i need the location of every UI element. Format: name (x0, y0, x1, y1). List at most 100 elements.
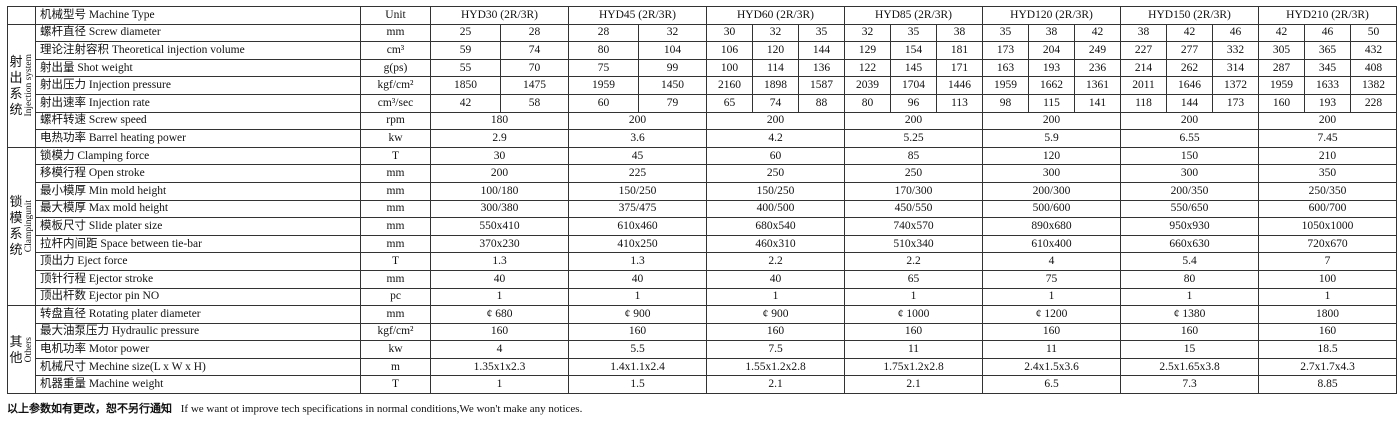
section-label-cn: 射出系统 (9, 53, 23, 117)
value-cell: 193 (1304, 93, 1352, 113)
value-cell: 100 (706, 58, 753, 78)
table-row: 电热功率 Barrel heating power kw 2.9 3.6 4.2 5.25… (8, 129, 1398, 148)
value-cell: 65 (706, 93, 753, 113)
value-cell: ¢ 900 (705, 305, 846, 324)
value-cell: 890x680 (982, 217, 1122, 236)
value-cell: 365 (1304, 41, 1352, 60)
value-cell: 74 (500, 41, 569, 60)
value-cell: 4.2 (705, 129, 846, 148)
value-cell: 200 (430, 164, 569, 183)
value-cell: 58 (500, 93, 569, 113)
value-cell: 287 (1258, 58, 1306, 78)
value-cell: 163 (982, 58, 1030, 78)
unit-cell: mm (360, 23, 431, 43)
value-cell: 200 (568, 111, 707, 131)
value-cell: ¢ 680 (430, 305, 569, 324)
value-cell: 40 (568, 269, 707, 289)
table-row: 螺杆转速 Screw speed rpm 180 200 200 200 200 200 200 (8, 111, 1398, 131)
value-cell: 170/300 (844, 181, 984, 201)
value-cell: 160 (1258, 93, 1306, 113)
value-cell: 38 (1028, 23, 1076, 43)
value-cell: 2160 (706, 76, 753, 95)
value-cell: 171 (936, 58, 984, 78)
param-label: 移模行程 Open stroke (35, 164, 361, 183)
table-row: 其他 Others 转盘直径 Rotating plater diameter mm ¢… (7, 305, 1398, 395)
value-cell: 1850 (430, 76, 501, 95)
unit-cell: pc (360, 287, 431, 307)
value-cell: 160 (1120, 322, 1260, 342)
value-cell: 200 (705, 111, 846, 131)
value-cell: 38 (1120, 23, 1168, 43)
param-label: 顶针行程 Ejector stroke (35, 269, 361, 289)
value-cell: 59 (430, 41, 501, 60)
value-cell: 2.9 (430, 129, 569, 148)
value-cell: 35 (982, 23, 1030, 43)
value-cell: 46 (1212, 23, 1260, 43)
value-cell: 45 (568, 146, 707, 166)
value-cell: 35 (890, 23, 938, 43)
table-row: 模板尺寸 Slide plater size mm 550x410 610x460 68… (8, 217, 1398, 236)
value-cell: 173 (982, 41, 1030, 60)
value-cell: 136 (797, 58, 846, 78)
value-cell: 305 (1258, 41, 1306, 60)
spec-table: 机械型号 Machine Type Unit HYD30 (2R/3R) HYD… (7, 6, 1398, 395)
table-row: 最大油泵压力 Hydraulic pressure kgf/cm² 160 160 16… (8, 322, 1398, 342)
value-cell: 2.7x1.7x4.3 (1258, 357, 1398, 377)
unit-cell: mm (360, 181, 431, 201)
param-label: 机械尺寸 Mechine size(L x W x H) (35, 357, 361, 377)
value-cell: 200/300 (982, 181, 1122, 201)
value-cell: 6.55 (1120, 129, 1260, 148)
unit-cell: mm (360, 164, 431, 183)
param-label: 射出速率 Injection rate (35, 93, 361, 113)
value-cell: 236 (1074, 58, 1122, 78)
value-cell: 5.9 (982, 129, 1122, 148)
unit-cell: mm (360, 269, 431, 289)
value-cell: 1 (705, 287, 846, 307)
value-cell: 300 (982, 164, 1122, 183)
table-row: 理论注射容积 Theoretical injection volume cm³ 59… (8, 41, 1398, 60)
header-model: HYD210 (2R/3R) (1258, 6, 1398, 25)
value-cell: 1 (1258, 287, 1398, 307)
value-cell: 2.2 (705, 252, 846, 271)
value-cell: 46 (1304, 23, 1352, 43)
value-cell: 1.4x1.1x2.4 (568, 357, 707, 377)
value-cell: 30 (430, 146, 569, 166)
footnote: 以上参数如有更改，恕不另行通知 If we want ot improve te… (7, 400, 582, 416)
value-cell: 660x630 (1120, 234, 1260, 254)
value-cell: 118 (1120, 93, 1168, 113)
unit-cell: m (360, 357, 431, 377)
value-cell: 144 (797, 41, 846, 60)
value-cell: 32 (752, 23, 799, 43)
header-model: HYD30 (2R/3R) (430, 6, 569, 25)
value-cell: 129 (844, 41, 892, 60)
unit-cell: g(ps) (360, 58, 431, 78)
table-row: 最小模厚 Min mold height mm 100/180 150/250 150/… (8, 181, 1398, 201)
value-cell: 75 (982, 269, 1122, 289)
section-label: 锁模系统 Clampingunit (7, 146, 36, 307)
param-label: 电机功率 Motor power (35, 340, 361, 359)
param-label: 射出压力 Injection pressure (35, 76, 361, 95)
param-label: 转盘直径 Rotating plater diameter (35, 305, 361, 324)
param-label: 理论注射容积 Theoretical injection volume (35, 41, 361, 60)
unit-cell: kgf/cm² (360, 322, 431, 342)
value-cell: 1704 (890, 76, 938, 95)
value-cell: 375/475 (568, 199, 707, 219)
value-cell: 122 (844, 58, 892, 78)
unit-cell: mm (360, 305, 431, 324)
param-label: 最大模厚 Max mold height (35, 199, 361, 219)
value-cell: 60 (705, 146, 846, 166)
value-cell: 277 (1166, 41, 1214, 60)
value-cell: 60 (568, 93, 639, 113)
value-cell: 120 (982, 146, 1122, 166)
value-cell: 1382 (1350, 76, 1398, 95)
value-cell: 200 (844, 111, 984, 131)
footnote-en: If we want ot improve tech specification… (180, 403, 583, 415)
value-cell: 227 (1120, 41, 1168, 60)
value-cell: 173 (1212, 93, 1260, 113)
value-cell: 408 (1350, 58, 1398, 78)
value-cell: 1450 (638, 76, 707, 95)
value-cell: 30 (706, 23, 753, 43)
value-cell: 2011 (1120, 76, 1168, 95)
value-cell: 1.3 (430, 252, 569, 271)
header-model: HYD45 (2R/3R) (568, 6, 707, 25)
